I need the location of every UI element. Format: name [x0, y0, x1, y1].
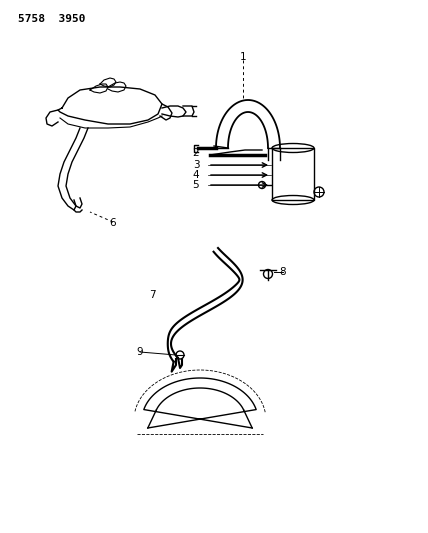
- Text: 4: 4: [193, 170, 199, 180]
- Text: 9: 9: [137, 347, 143, 357]
- Text: 6: 6: [110, 218, 116, 228]
- Text: 2: 2: [193, 148, 199, 158]
- Text: 8: 8: [279, 267, 286, 277]
- Text: 7: 7: [149, 290, 155, 300]
- Text: 5: 5: [193, 180, 199, 190]
- Text: 5758  3950: 5758 3950: [18, 14, 86, 24]
- Text: 3: 3: [193, 160, 199, 170]
- Text: 1: 1: [240, 52, 246, 62]
